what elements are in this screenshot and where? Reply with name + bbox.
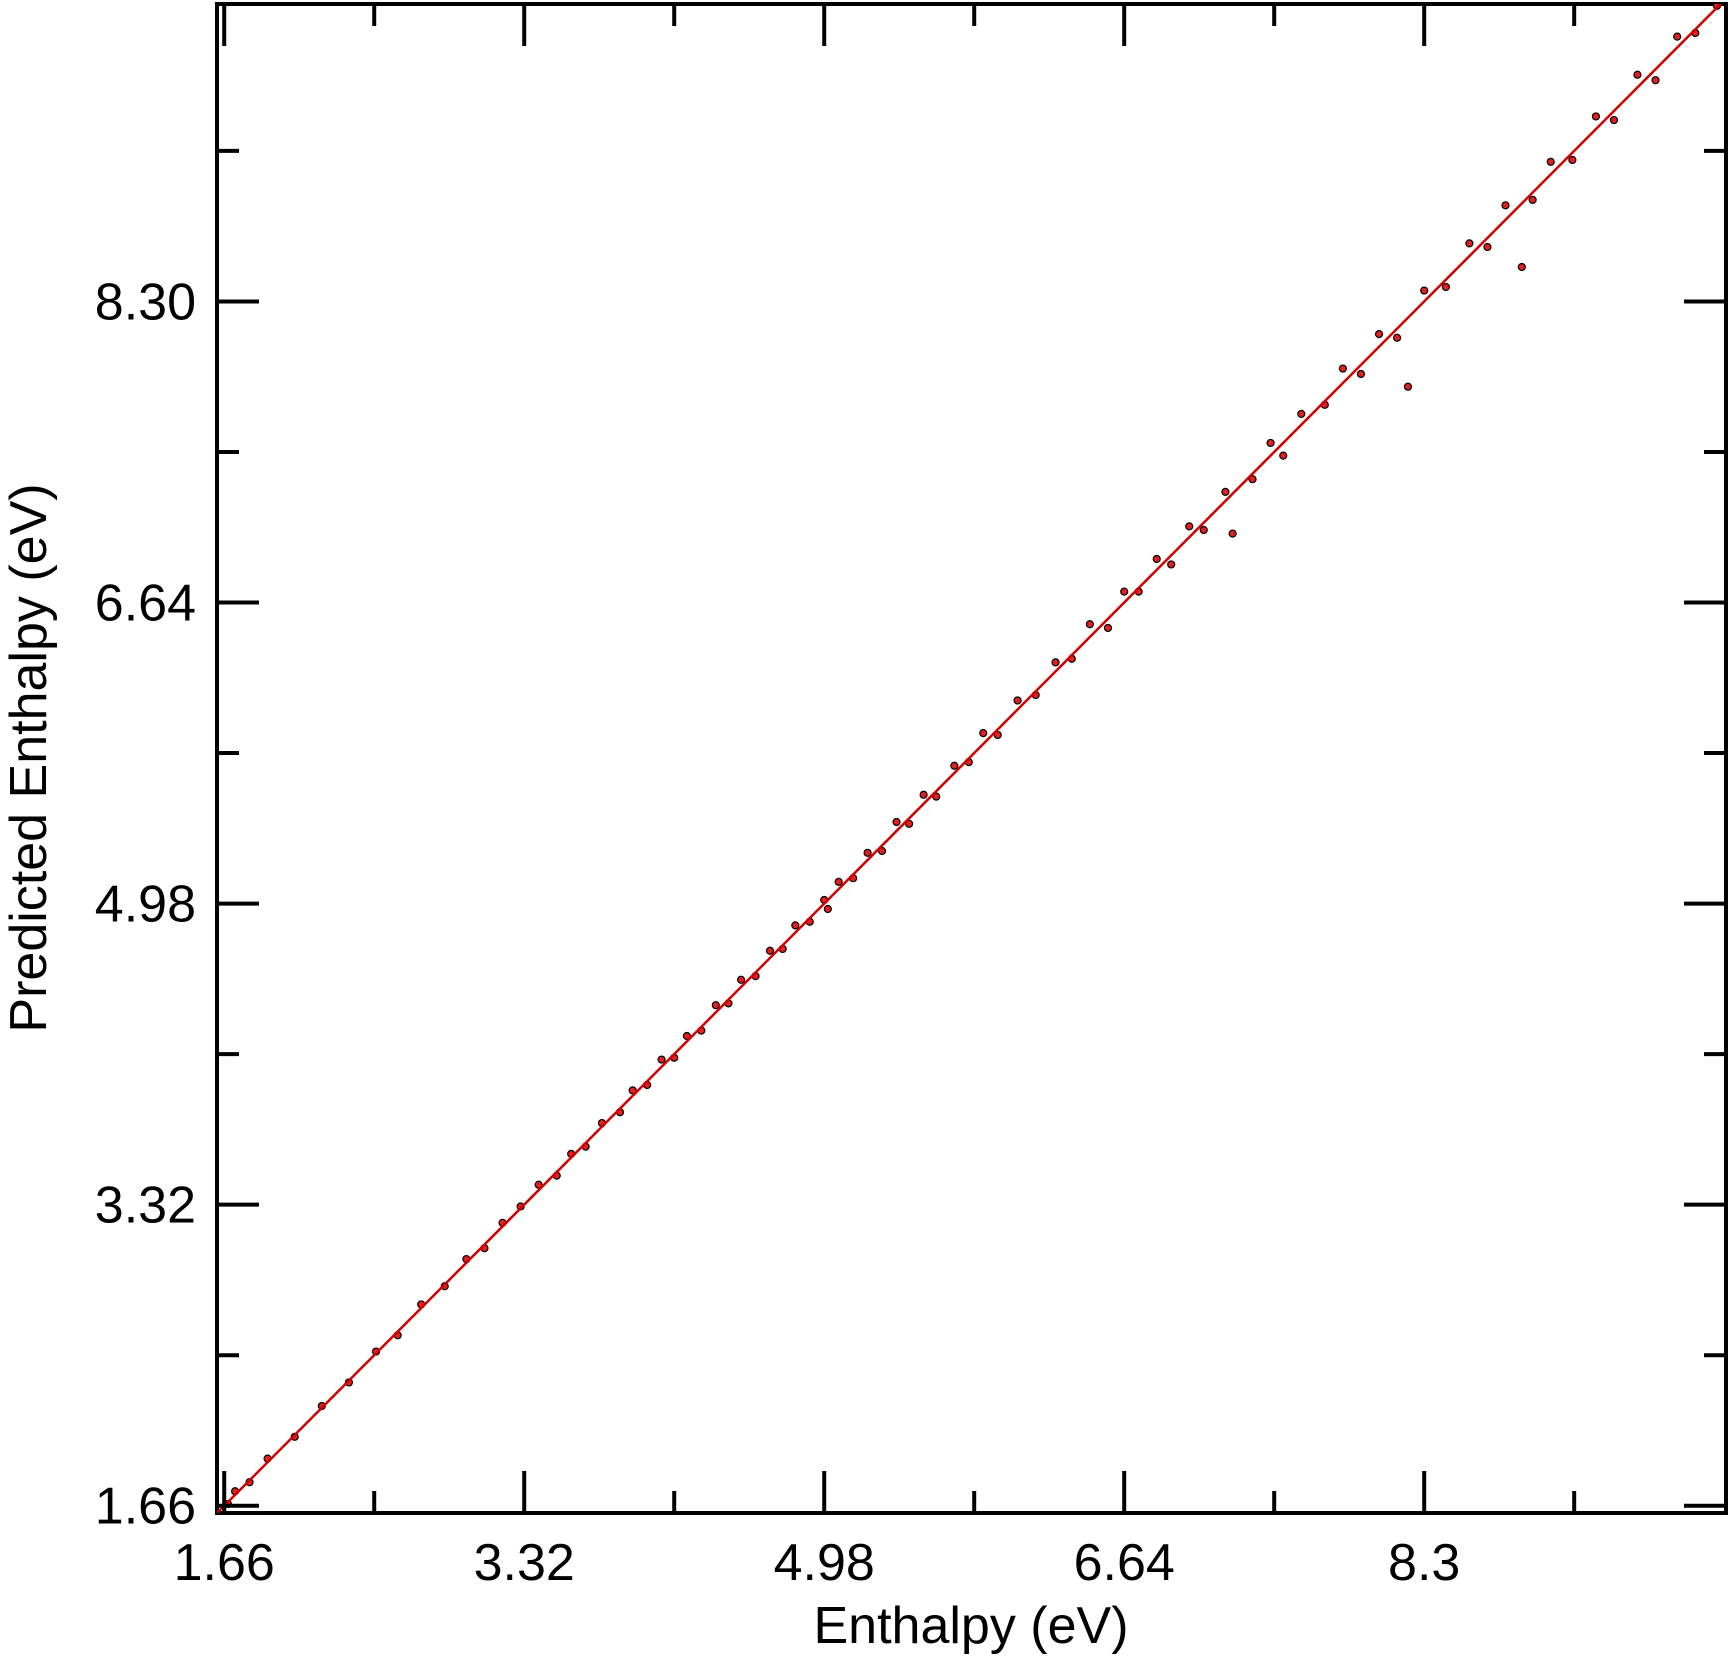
data-point: [765, 946, 775, 955]
data-point: [1051, 658, 1060, 667]
data-point: [905, 819, 914, 828]
data-point: [1633, 70, 1642, 79]
data-point: [1266, 438, 1275, 448]
data-point: [863, 848, 872, 857]
data-point: [993, 730, 1002, 740]
data-point: [628, 1086, 637, 1095]
data-point: [1152, 554, 1161, 564]
x-axis-label: Enthalpy (eV): [813, 1597, 1128, 1655]
data-point: [711, 1001, 720, 1010]
data-point: [1103, 623, 1113, 633]
data-point: [1609, 115, 1619, 125]
data-point: [950, 761, 959, 770]
data-point: [877, 846, 887, 856]
data-point: [1403, 382, 1413, 391]
x-tick-label: 3.32: [474, 1534, 575, 1592]
y-tick-label: 8.30: [95, 273, 196, 331]
y-tick-label: 6.64: [95, 575, 196, 633]
x-tick-label: 4.98: [774, 1534, 875, 1592]
data-point: [1651, 76, 1660, 85]
data-point: [1248, 475, 1257, 484]
data-point: [1185, 522, 1194, 531]
data-point: [1501, 201, 1510, 210]
data-point: [682, 1031, 691, 1041]
y-tick-label: 4.98: [95, 876, 196, 934]
data-point: [932, 792, 941, 801]
x-tick-label: 6.64: [1074, 1534, 1175, 1592]
y-tick-label: 3.32: [95, 1177, 196, 1235]
data-point: [1392, 333, 1402, 342]
data-point: [1279, 451, 1288, 460]
data-point: [1199, 525, 1208, 535]
fit-line: [217, 4, 1722, 1513]
x-tick-label: 8.3: [1388, 1534, 1460, 1592]
data-point: [534, 1180, 543, 1189]
data-point: [1085, 620, 1094, 629]
data-point: [834, 877, 843, 886]
data-point: [1228, 529, 1237, 538]
data-point: [1465, 239, 1474, 248]
data-point: [1013, 696, 1022, 705]
data-point: [919, 790, 928, 799]
data-point: [1356, 369, 1366, 379]
data-point: [736, 975, 746, 984]
x-tick-label: 1.66: [174, 1534, 275, 1592]
data-point: [892, 817, 901, 827]
data-point: [1167, 560, 1176, 569]
data-point: [1297, 409, 1306, 418]
data-point: [1483, 242, 1492, 252]
data-point: [823, 904, 832, 914]
data-point: [1546, 157, 1555, 166]
data-point: [1517, 262, 1526, 272]
data-point: [791, 921, 800, 930]
y-axis-label: Predicted Enthalpy (eV): [0, 483, 58, 1032]
y-tick-label: 1.66: [95, 1478, 196, 1536]
data-point: [1528, 195, 1537, 204]
data-point: [1441, 282, 1450, 292]
data-point: [1420, 286, 1429, 295]
data-point: [1673, 32, 1682, 41]
plot-frame: [215, 2, 1728, 1515]
data-point: [657, 1055, 666, 1064]
data-point: [1120, 587, 1129, 596]
plot-area: [217, 4, 1722, 1513]
data-point: [1221, 487, 1230, 496]
data-point: [1591, 112, 1600, 121]
data-point: [1338, 364, 1347, 373]
data-point: [1568, 155, 1577, 165]
data-point: [979, 729, 988, 738]
data-point: [1374, 329, 1384, 339]
